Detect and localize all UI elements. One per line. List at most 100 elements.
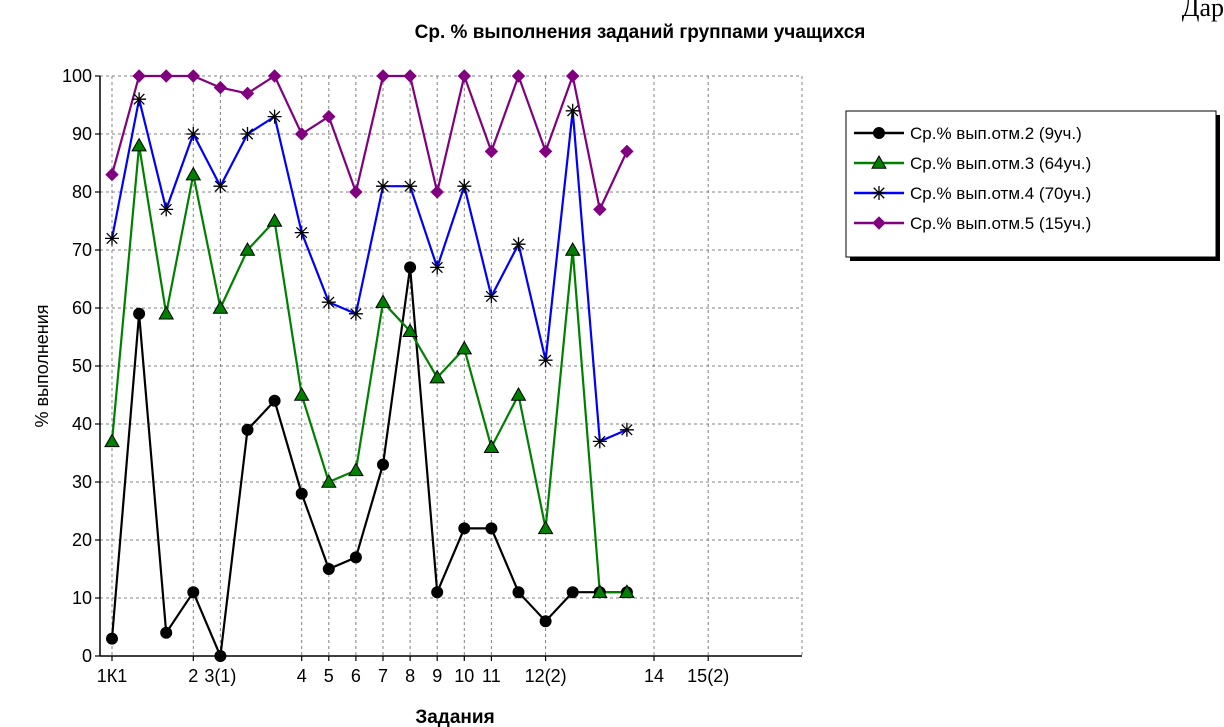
series-3-point xyxy=(430,260,445,275)
x-tick-label: 9 xyxy=(432,666,442,686)
series-4-point xyxy=(457,69,472,83)
x-ticks: 1К1 2 3(1) 4 5 6 7 8 9 10 11 12(2) 14 15(2) xyxy=(97,656,729,686)
legend-swatch-marker xyxy=(873,127,885,139)
series-1-point xyxy=(349,551,362,564)
series-4-point xyxy=(186,69,201,83)
legend-item-label: Ср.% вып.отм.4 (70уч.) xyxy=(910,184,1091,203)
legend-item-label: Ср.% вып.отм.2 (9уч.) xyxy=(910,124,1082,143)
legend-swatch-marker xyxy=(872,186,886,200)
series-3-point xyxy=(159,202,174,217)
series-4-point xyxy=(213,80,228,95)
x-tick-label: 11 xyxy=(482,666,501,686)
series-2-point xyxy=(104,433,120,448)
series-1-point xyxy=(241,423,254,436)
x-tick-label: 4 xyxy=(297,666,307,686)
series-3-point xyxy=(132,92,147,107)
series-4-point xyxy=(376,69,390,83)
x-axis-label: Задания xyxy=(415,707,494,727)
corner-fragment-text: Дар xyxy=(1182,0,1224,22)
series-4-point xyxy=(593,202,607,217)
x-tick-label: 12(2) xyxy=(525,666,567,686)
series-1-point xyxy=(187,586,200,599)
series-2-point xyxy=(429,369,446,384)
series-1-point xyxy=(322,563,335,575)
series-3-point xyxy=(213,179,228,194)
x-tick-label: 7 xyxy=(378,666,388,686)
series-3-point xyxy=(348,306,363,321)
series-1-point xyxy=(106,632,118,645)
series-1-point xyxy=(214,650,227,662)
series-3-point xyxy=(484,289,499,304)
series-1-point xyxy=(485,522,498,535)
series-2-point xyxy=(402,323,418,337)
series-1-line xyxy=(110,267,627,661)
chart-title: Ср. % выполнения заданий группами учащих… xyxy=(415,22,866,43)
x-tick-label: 6 xyxy=(351,666,361,686)
series-2-point xyxy=(293,386,310,401)
series-1-point xyxy=(512,586,525,599)
series-1-point xyxy=(458,522,471,535)
series-4-point xyxy=(403,69,417,83)
series-4-point xyxy=(511,69,526,83)
series-4-point xyxy=(538,144,553,159)
x-tick-label: 1К1 xyxy=(97,666,128,686)
series-4-point xyxy=(132,69,146,83)
series-1-point xyxy=(133,307,146,320)
x-tick-label: 8 xyxy=(405,666,415,686)
y-axis-label: % выполнения xyxy=(32,304,52,427)
y-tick-label: 20 xyxy=(72,530,92,550)
grid xyxy=(100,75,802,656)
series-3-point xyxy=(376,179,390,194)
series-3-line xyxy=(110,98,628,444)
series-1-point xyxy=(268,394,281,407)
series-2-point xyxy=(212,299,229,314)
series-4-point xyxy=(267,69,282,83)
series-3-point xyxy=(105,231,119,246)
series-3-point xyxy=(592,434,607,449)
y-tick-label: 0 xyxy=(82,646,92,666)
series-2-point xyxy=(266,212,283,227)
series-4-point xyxy=(159,69,173,83)
y-tick-label: 70 xyxy=(72,240,92,260)
y-ticks: 0 10 20 30 40 50 60 70 80 90 100 xyxy=(62,66,100,666)
series-2-point xyxy=(456,340,473,355)
x-tick-label: 3(1) xyxy=(204,666,236,686)
series-4-point xyxy=(620,144,634,159)
legend: Ср.% вып.отм.2 (9уч.) Ср.% вып.отм.3 (64у… xyxy=(845,110,1220,261)
series-2-line xyxy=(110,145,627,594)
series-4-point xyxy=(240,86,255,101)
legend-item-label: Ср.% вып.отм.5 (15уч.) xyxy=(910,214,1091,233)
series-3-point xyxy=(511,237,526,252)
series-2-point xyxy=(131,137,147,152)
x-tick-label: 10 xyxy=(454,666,474,686)
series-4-point xyxy=(565,69,580,83)
legend-swatch-marker xyxy=(871,154,887,169)
x-tick-label: 2 xyxy=(188,666,198,686)
series-3-point xyxy=(619,422,634,437)
series-group xyxy=(104,69,635,662)
series-2-point xyxy=(375,294,391,308)
y-tick-label: 50 xyxy=(72,356,92,376)
series-2-point xyxy=(591,584,608,598)
series-1-point xyxy=(295,487,308,500)
series-4-point xyxy=(105,167,119,182)
y-tick-label: 10 xyxy=(72,588,92,608)
y-tick-label: 100 xyxy=(62,66,92,86)
series-2-point xyxy=(320,473,337,488)
series-2-point xyxy=(619,584,635,598)
series-1-point xyxy=(539,615,552,628)
x-tick-label: 15(2) xyxy=(687,666,729,686)
legend-box xyxy=(845,110,1217,258)
series-2-point xyxy=(510,386,527,401)
y-tick-label: 60 xyxy=(72,298,92,318)
series-1-point xyxy=(404,261,417,274)
series-4-point xyxy=(484,144,499,159)
x-tick-label: 14 xyxy=(644,666,664,686)
series-4-point xyxy=(322,109,336,124)
y-tick-label: 30 xyxy=(72,472,92,492)
series-3-point xyxy=(403,179,418,194)
series-3-point xyxy=(538,353,553,368)
legend-swatch-marker xyxy=(872,216,886,230)
series-2-point xyxy=(564,241,581,256)
